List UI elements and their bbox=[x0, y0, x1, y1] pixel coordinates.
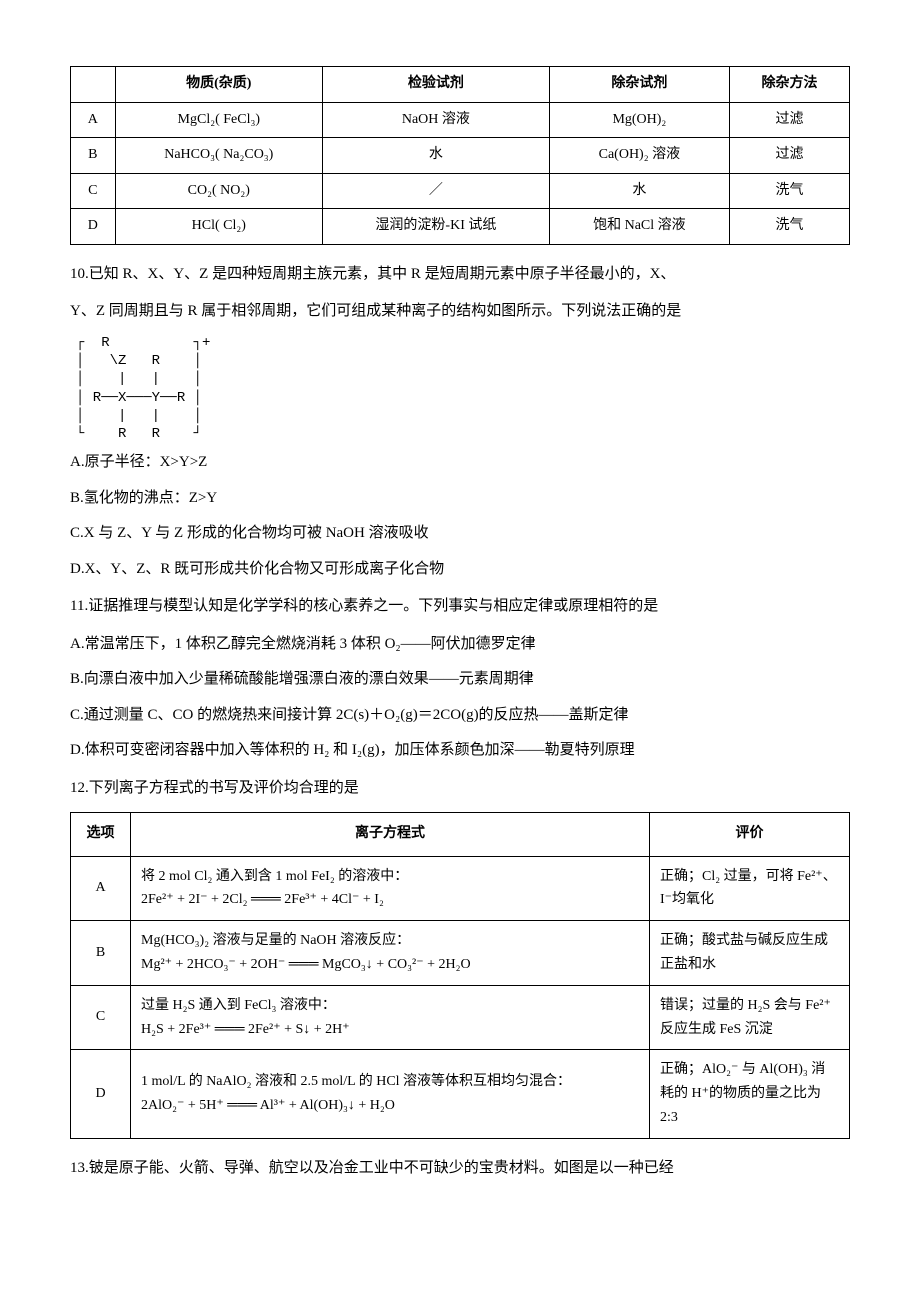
option-cell: D bbox=[71, 1050, 131, 1138]
th-blank bbox=[71, 67, 116, 103]
q12-stem: 12.下列离子方程式的书写及评价均合理的是 bbox=[70, 773, 850, 805]
th-substance: 物质(杂质) bbox=[115, 67, 322, 103]
option-cell: A bbox=[71, 856, 131, 921]
table-cell: D bbox=[71, 209, 116, 245]
table-cell: Ca(OH)₂ 溶液 bbox=[549, 138, 729, 174]
table-cell: C bbox=[71, 173, 116, 209]
evaluation-cell: 正确；AlO₂⁻ 与 Al(OH)₃ 消耗的 H⁺的物质的量之比为 2:3 bbox=[650, 1050, 850, 1138]
q10-structure-diagram: ┌ R ┐+ │ \Z R │ │ | | │ │ R──X───Y──R │ … bbox=[76, 334, 850, 443]
table-row: BNaHCO₃( Na₂CO₃)水Ca(OH)₂ 溶液过滤 bbox=[71, 138, 850, 174]
th-option: 选项 bbox=[71, 813, 131, 857]
equation-cell: 过量 H₂S 通入到 FeCl₃ 溶液中：H₂S + 2Fe³⁺ ═══ 2Fe… bbox=[131, 985, 650, 1050]
q10-option-d: D.X、Y、Z、R 既可形成共价化合物又可形成离子化合物 bbox=[70, 554, 850, 586]
table-cell: Mg(OH)₂ bbox=[549, 102, 729, 138]
th-method: 除杂方法 bbox=[729, 67, 849, 103]
option-cell: B bbox=[71, 921, 131, 986]
table-cell: 水 bbox=[549, 173, 729, 209]
evaluation-cell: 正确；Cl₂ 过量，可将 Fe²⁺、I⁻均氧化 bbox=[650, 856, 850, 921]
q11-option-b: B.向漂白液中加入少量稀硫酸能增强漂白液的漂白效果——元素周期律 bbox=[70, 664, 850, 696]
table-row: D1 mol/L 的 NaAlO₂ 溶液和 2.5 mol/L 的 HCl 溶液… bbox=[71, 1050, 850, 1138]
table-cell: NaHCO₃( Na₂CO₃) bbox=[115, 138, 322, 174]
q11-option-c: C.通过测量 C、CO 的燃烧热来间接计算 2C(s)＋O₂(g)＝2CO(g)… bbox=[70, 700, 850, 732]
evaluation-cell: 错误；过量的 H₂S 会与 Fe²⁺反应生成 FeS 沉淀 bbox=[650, 985, 850, 1050]
table-row: AMgCl₂( FeCl₃)NaOH 溶液Mg(OH)₂过滤 bbox=[71, 102, 850, 138]
th-test: 检验试剂 bbox=[322, 67, 549, 103]
equation-cell: 1 mol/L 的 NaAlO₂ 溶液和 2.5 mol/L 的 HCl 溶液等… bbox=[131, 1050, 650, 1138]
q10-stem-2: Y、Z 同周期且与 R 属于相邻周期，它们可组成某种离子的结构如图所示。下列说法… bbox=[70, 296, 850, 328]
q10-option-c: C.X 与 Z、Y 与 Z 形成的化合物均可被 NaOH 溶液吸收 bbox=[70, 518, 850, 550]
option-cell: C bbox=[71, 985, 131, 1050]
q10-stem-1: 10.已知 R、X、Y、Z 是四种短周期主族元素，其中 R 是短周期元素中原子半… bbox=[70, 259, 850, 291]
table-cell: 饱和 NaCl 溶液 bbox=[549, 209, 729, 245]
q10-option-b: B.氢化物的沸点：Z>Y bbox=[70, 483, 850, 515]
table-cell: 过滤 bbox=[729, 138, 849, 174]
equation-cell: 将 2 mol Cl₂ 通入到含 1 mol FeI₂ 的溶液中：2Fe²⁺ +… bbox=[131, 856, 650, 921]
table-cell: 湿润的淀粉-KI 试纸 bbox=[322, 209, 549, 245]
table-row: CCO₂( NO₂)／水洗气 bbox=[71, 173, 850, 209]
table-row: A将 2 mol Cl₂ 通入到含 1 mol FeI₂ 的溶液中：2Fe²⁺ … bbox=[71, 856, 850, 921]
table-cell: B bbox=[71, 138, 116, 174]
q10-option-a: A.原子半径：X>Y>Z bbox=[70, 447, 850, 479]
table-cell: NaOH 溶液 bbox=[322, 102, 549, 138]
th-reagent: 除杂试剂 bbox=[549, 67, 729, 103]
table-cell: ／ bbox=[322, 173, 549, 209]
th-eval: 评价 bbox=[650, 813, 850, 857]
q11-option-d: D.体积可变密闭容器中加入等体积的 H₂ 和 I₂(g)，加压体系颜色加深——勒… bbox=[70, 735, 850, 767]
table-header-row: 物质(杂质) 检验试剂 除杂试剂 除杂方法 bbox=[71, 67, 850, 103]
table-row: DHCl( Cl₂)湿润的淀粉-KI 试纸饱和 NaCl 溶液洗气 bbox=[71, 209, 850, 245]
q13-stem: 13.铍是原子能、火箭、导弹、航空以及冶金工业中不可缺少的宝贵材料。如图是以一种… bbox=[70, 1153, 850, 1185]
table-cell: 洗气 bbox=[729, 173, 849, 209]
table-cell: A bbox=[71, 102, 116, 138]
table-cell: 过滤 bbox=[729, 102, 849, 138]
evaluation-cell: 正确；酸式盐与碱反应生成正盐和水 bbox=[650, 921, 850, 986]
ionic-equation-table: 选项 离子方程式 评价 A将 2 mol Cl₂ 通入到含 1 mol FeI₂… bbox=[70, 812, 850, 1139]
table-cell: CO₂( NO₂) bbox=[115, 173, 322, 209]
table-cell: HCl( Cl₂) bbox=[115, 209, 322, 245]
impurity-table: 物质(杂质) 检验试剂 除杂试剂 除杂方法 AMgCl₂( FeCl₃)NaOH… bbox=[70, 66, 850, 245]
q11-option-a: A.常温常压下，1 体积乙醇完全燃烧消耗 3 体积 O₂——阿伏加德罗定律 bbox=[70, 629, 850, 661]
table-cell: 洗气 bbox=[729, 209, 849, 245]
th-equation: 离子方程式 bbox=[131, 813, 650, 857]
q11-stem: 11.证据推理与模型认知是化学学科的核心素养之一。下列事实与相应定律或原理相符的… bbox=[70, 591, 850, 623]
equation-cell: Mg(HCO₃)₂ 溶液与足量的 NaOH 溶液反应：Mg²⁺ + 2HCO₃⁻… bbox=[131, 921, 650, 986]
table-header-row: 选项 离子方程式 评价 bbox=[71, 813, 850, 857]
table-cell: MgCl₂( FeCl₃) bbox=[115, 102, 322, 138]
table-row: BMg(HCO₃)₂ 溶液与足量的 NaOH 溶液反应：Mg²⁺ + 2HCO₃… bbox=[71, 921, 850, 986]
table-row: C过量 H₂S 通入到 FeCl₃ 溶液中：H₂S + 2Fe³⁺ ═══ 2F… bbox=[71, 985, 850, 1050]
table-cell: 水 bbox=[322, 138, 549, 174]
